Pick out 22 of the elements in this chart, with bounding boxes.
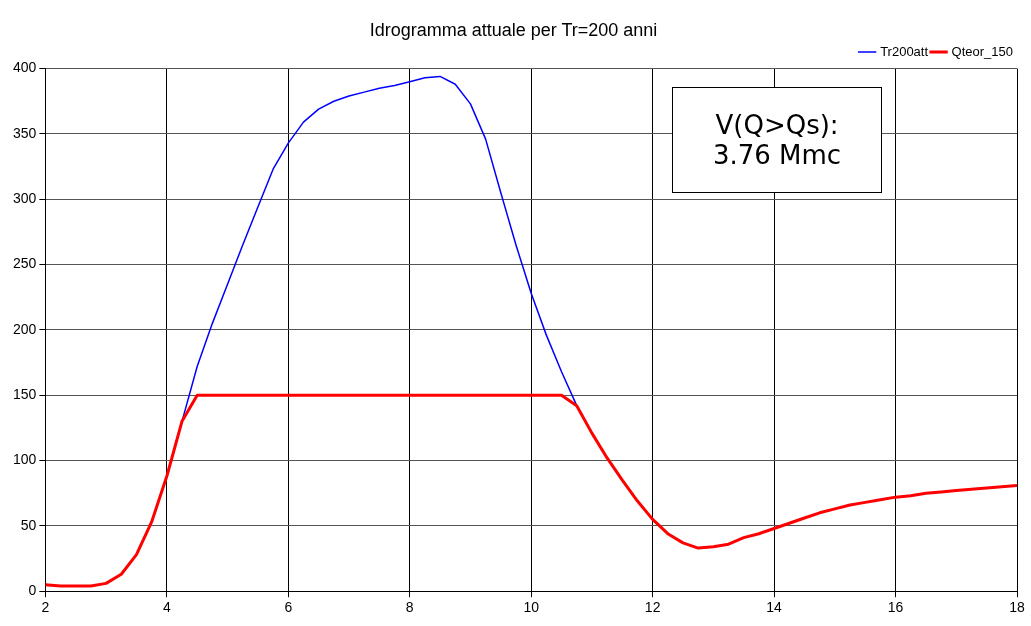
x-tick-label: 14 xyxy=(766,599,783,616)
x-tick-label: 4 xyxy=(162,599,171,616)
x-tick-label: 6 xyxy=(284,599,293,616)
y-tick-label: 0 xyxy=(28,582,37,599)
x-tick-label: 12 xyxy=(644,599,661,616)
x-tick-label: 16 xyxy=(887,599,904,616)
y-tick-label: 200 xyxy=(13,320,37,337)
y-tick-label: 250 xyxy=(13,255,37,272)
chart-title: Idrogramma attuale per Tr=200 anni xyxy=(369,19,658,40)
legend-label: Tr200att xyxy=(880,43,929,59)
x-tick-label: 18 xyxy=(1009,599,1025,616)
x-tick-label: 8 xyxy=(405,599,414,616)
y-tick-label: 50 xyxy=(20,516,37,533)
y-tick-label: 400 xyxy=(13,59,37,76)
y-tick-label: 150 xyxy=(13,386,37,403)
y-tick-label: 350 xyxy=(13,124,37,141)
x-tick-label: 10 xyxy=(523,599,540,616)
y-tick-label: 100 xyxy=(13,451,37,468)
x-tick-label: 2 xyxy=(41,599,50,616)
text-box: V(Q>Qs): 3.76 Mmc xyxy=(672,86,883,193)
y-tick-label: 300 xyxy=(13,190,37,207)
legend-label: Qteor_150 xyxy=(951,43,1013,59)
